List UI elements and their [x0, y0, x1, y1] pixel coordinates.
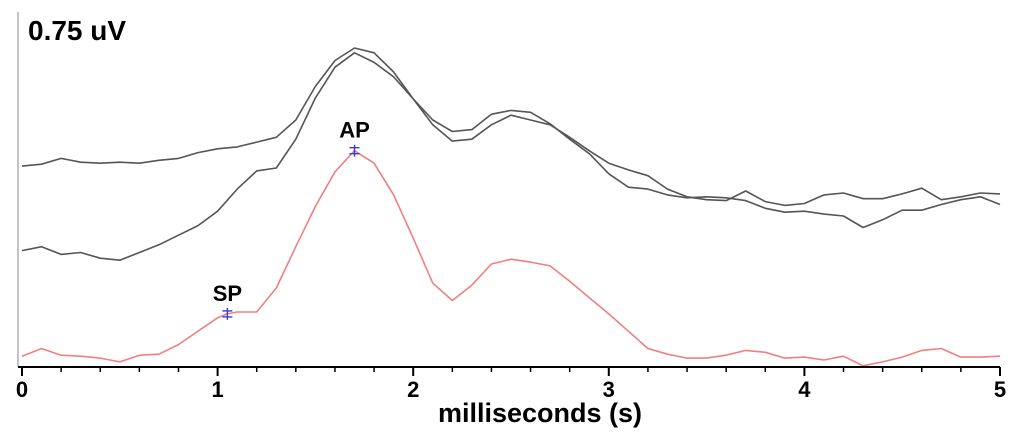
annotation-layer: SP AP — [213, 118, 370, 320]
series-layer — [21, 47, 1001, 367]
x-tick-label: 5 — [994, 377, 1006, 402]
x-axis-title: milliseconds (s) — [438, 398, 642, 428]
annotation-label-ap: AP — [339, 118, 370, 143]
x-tick-label: 4 — [798, 377, 811, 402]
x-tick-label: 0 — [16, 377, 28, 402]
series-line-1 — [21, 47, 1001, 207]
annotation-label-sp: SP — [213, 281, 242, 306]
scale-bar-label: 0.75 uV — [28, 15, 126, 46]
x-tick-label: 3 — [603, 377, 615, 402]
x-tick-label: 1 — [211, 377, 223, 402]
peak-marker-sp — [222, 307, 233, 320]
series-line-3 — [21, 149, 1001, 367]
series-line-2 — [21, 52, 1001, 261]
peak-marker-ap — [349, 144, 360, 157]
x-axis-ticks: 0 1 2 3 4 5 — [16, 367, 1006, 402]
x-tick-label: 2 — [407, 377, 419, 402]
